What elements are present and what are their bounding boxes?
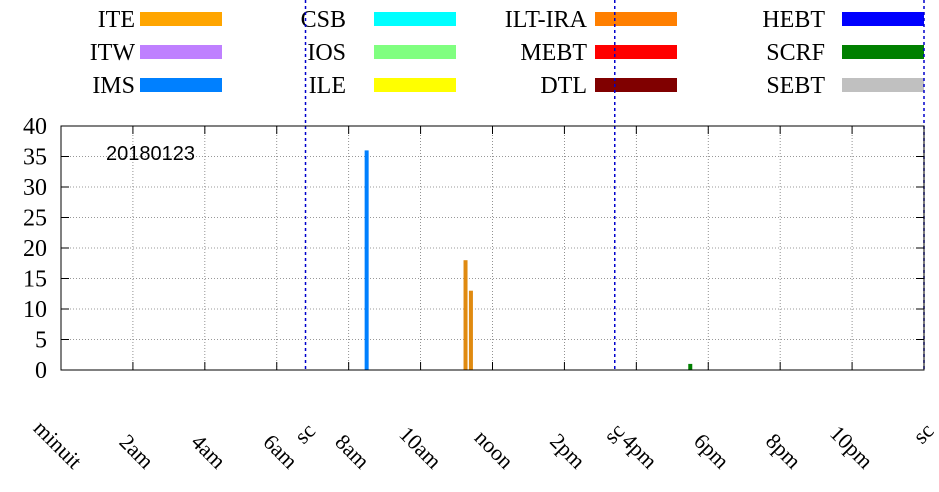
bars [364, 150, 693, 370]
legend-swatch-ilt-ira [595, 12, 677, 26]
legend-label-dtl: DTL [540, 73, 587, 99]
legend-label-ite: ITE [98, 7, 135, 33]
x-tick-label: 6pm [689, 428, 734, 473]
x-tick-label: 4am [187, 429, 231, 473]
bar-scrf [688, 363, 693, 370]
legend-label-csb: CSB [301, 7, 346, 33]
x-tick-label: 2pm [545, 428, 590, 473]
y-tick-label: 5 [35, 328, 47, 354]
y-tick-label: 20 [23, 236, 47, 262]
bar-ilt-ira [463, 260, 468, 370]
legend-label-ios: IOS [307, 40, 346, 66]
legend-label-hebt: HEBT [762, 7, 825, 33]
x-tick-label: 8am [330, 429, 374, 473]
y-tick-label: 10 [23, 297, 47, 323]
marker-label: sc [289, 418, 320, 449]
legend-label-mebt: MEBT [520, 40, 587, 66]
x-tick-label: 10pm [825, 420, 878, 473]
legend-label-itw: ITW [90, 40, 136, 66]
markers: sc sc sc [289, 0, 939, 449]
y-tick-label: 30 [23, 175, 47, 201]
legend-label-sebt: SEBT [766, 73, 825, 99]
x-tick-label: 8pm [761, 428, 806, 473]
legend-label-ilt-ira: ILT-IRA [505, 7, 588, 33]
bar-ilt-ira [468, 290, 473, 370]
x-tick-label: noon [470, 425, 519, 474]
legend-swatch-mebt [595, 45, 677, 59]
bar-ims [364, 150, 369, 370]
legend-label-ile: ILE [309, 73, 346, 99]
x-tick-label: 10am [394, 421, 446, 473]
legend-swatch-scrf [842, 45, 924, 59]
y-tick-label: 35 [23, 145, 47, 171]
legend-swatch-ios [374, 45, 456, 59]
legend-swatch-ims [140, 78, 222, 92]
marker-label: sc [908, 418, 939, 449]
legend: ITE CSB ILT-IRA HEBT ITW IOS MEBT SCRF IMS ILE DTL… [90, 7, 924, 99]
y-axis: 0 5 10 15 20 25 30 35 40 [23, 114, 924, 384]
legend-swatch-ite [140, 12, 222, 26]
legend-swatch-hebt [842, 12, 924, 26]
x-axis: minuit 2am 4am 6am 8am 10am noon 2pm 4pm 6pm 8pm 10… [29, 126, 878, 474]
x-tick-label: minuit [29, 415, 87, 473]
legend-label-scrf: SCRF [766, 40, 825, 66]
legend-swatch-sebt [842, 78, 924, 92]
legend-swatch-csb [374, 12, 456, 26]
annotation: 20180123 [106, 143, 195, 165]
legend-swatch-dtl [595, 78, 677, 92]
y-tick-label: 40 [23, 114, 47, 140]
y-tick-label: 25 [23, 206, 47, 232]
legend-label-ims: IMS [92, 73, 135, 99]
y-tick-label: 15 [23, 267, 47, 293]
y-tick-label: 0 [35, 358, 47, 384]
legend-swatch-ile [374, 78, 456, 92]
x-tick-label: 2am [115, 429, 159, 473]
legend-swatch-itw [140, 45, 222, 59]
